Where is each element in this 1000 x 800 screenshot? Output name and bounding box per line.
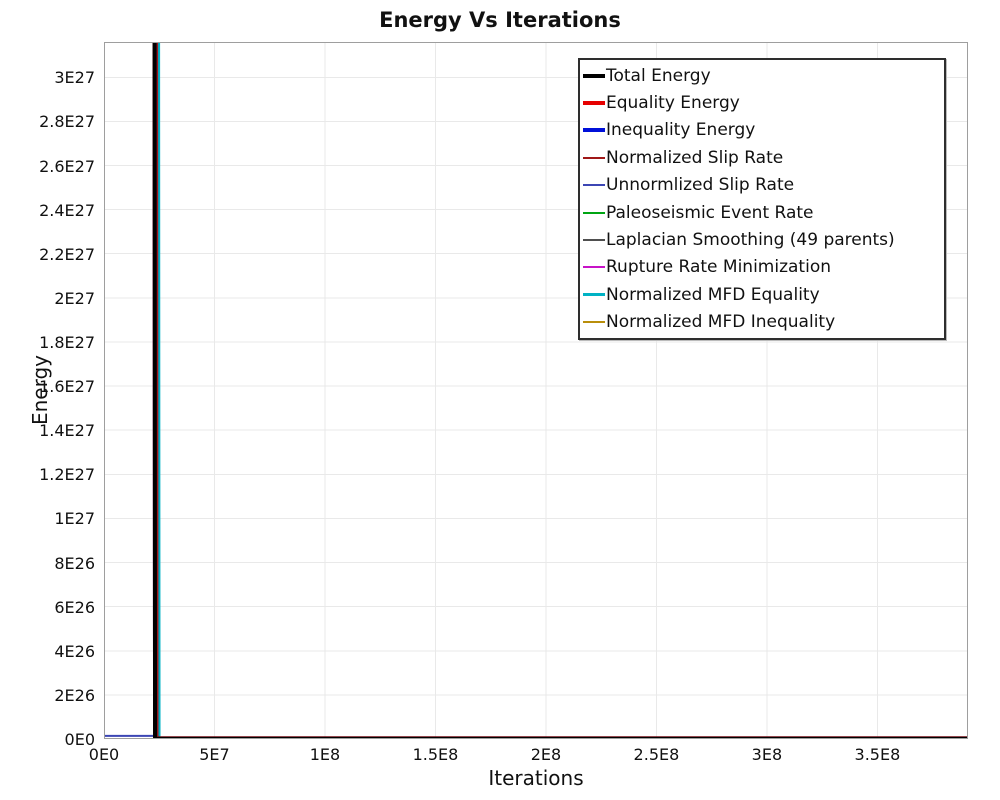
x-tick-label: 1.5E8 [412,745,459,764]
legend-line-swatch [583,239,605,242]
legend-line-swatch [583,156,605,159]
x-tick-label: 2E8 [530,745,562,764]
legend-line-swatch [583,128,605,133]
legend-item: Normalized Slip Rate [583,144,940,171]
legend-item-label: Inequality Energy [606,120,756,141]
y-tick-label: 2.2E27 [39,244,95,264]
y-tick-label: 2E26 [54,685,95,705]
legend-item-label: Total Energy [606,65,711,86]
y-tick-label: 2.6E27 [39,156,95,176]
y-tick-label: 1E27 [54,509,95,529]
y-tick-label: 4E26 [54,641,95,661]
y-tick-label: 6E26 [54,597,95,617]
legend-line-swatch [583,293,605,297]
legend-item-label: Rupture Rate Minimization [606,257,831,278]
x-tick-label: 3E8 [751,745,783,764]
y-tick-label: 1.8E27 [39,332,95,352]
y-tick-label: 1.4E27 [39,421,95,441]
y-tick-label: 1.2E27 [39,465,95,485]
legend-item: Normalized MFD Equality [583,281,940,308]
x-tick-label: 2.5E8 [633,745,680,764]
legend-item-label: Normalized MFD Equality [606,284,820,305]
legend-line-swatch [583,73,605,78]
legend-item: Normalized MFD Inequality [583,309,940,336]
legend-item-label: Unnormlized Slip Rate [606,175,795,196]
legend-line-swatch [583,266,605,269]
y-tick-label: 2.4E27 [39,200,95,220]
legend-item: Equality Energy [583,89,940,116]
y-tick-label: 3E27 [54,68,95,88]
x-tick-label: 0E0 [88,745,120,764]
x-tick-label: 1E8 [309,745,341,764]
legend-item-label: Normalized Slip Rate [606,147,784,168]
y-tick-label: 2E27 [54,288,95,308]
y-tick-label: 1.6E27 [39,377,95,397]
legend-item-label: Paleoseismic Event Rate [606,202,814,223]
x-axis-title: Iterations [488,766,584,790]
legend-item: Inequality Energy [583,117,940,144]
legend-line-swatch [583,101,605,106]
legend-line-swatch [583,321,605,324]
legend-item: Total Energy [583,62,940,89]
legend-item: Paleoseismic Event Rate [583,199,940,226]
y-tick-label: 8E26 [54,553,95,573]
x-tick-label: 5E7 [199,745,230,764]
legend: Total Energy Equality Energy Inequality En… [578,58,946,340]
legend-line-swatch [583,184,605,187]
legend-item: Laplacian Smoothing (49 parents) [583,226,940,253]
legend-item-label: Laplacian Smoothing (49 parents) [606,230,895,251]
y-tick-label: 2.8E27 [39,112,95,132]
legend-item: Rupture Rate Minimization [583,254,940,281]
chart-title: Energy Vs Iterations [379,8,621,32]
y-tick-label: 0E0 [64,730,95,749]
legend-item-label: Equality Energy [606,93,740,114]
x-tick-label: 3.5E8 [854,745,901,764]
legend-item-label: Normalized MFD Inequality [606,312,836,333]
legend-item: Unnormlized Slip Rate [583,172,940,199]
legend-line-swatch [583,211,605,214]
